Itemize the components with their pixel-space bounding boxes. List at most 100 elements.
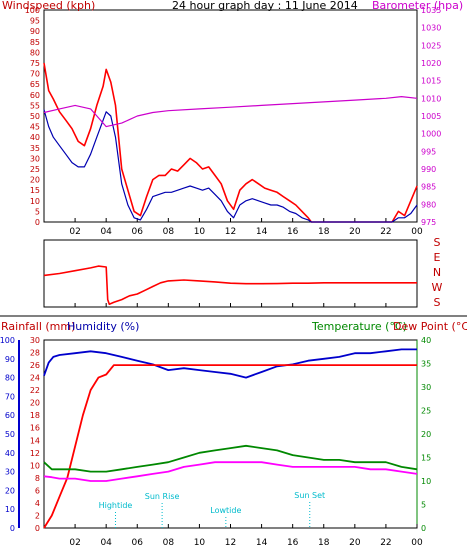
humidity-tick-label: 20: [5, 486, 15, 495]
direction-label: E: [434, 251, 441, 264]
temperature-tick-label: 5: [421, 501, 426, 510]
x-tick-label: 08: [163, 227, 175, 237]
barometer-tick-label: 1005: [421, 112, 441, 121]
temperature-line: [43, 444, 418, 473]
temperature-tick-label: 25: [421, 407, 431, 416]
rainfall-axis-label: Rainfall (mm): [1, 320, 75, 333]
temperature-tick-label: 15: [421, 454, 431, 463]
wind-tick-label: 5: [35, 207, 40, 216]
x-tick-label: 04: [100, 538, 112, 548]
humidity-tick-label: 10: [5, 505, 15, 514]
wind-axis-label: Windspeed (kph): [2, 0, 95, 12]
event-marker-label: Sun Set: [294, 491, 325, 500]
x-tick-label: 18: [318, 227, 330, 237]
event-marker-label: Lowtide: [210, 506, 241, 515]
x-tick-label: 00: [411, 538, 423, 548]
x-tick-label: 16: [287, 227, 299, 237]
dewpoint-axis-label: Dew Point (°C): [393, 320, 467, 333]
x-tick-label: 18: [318, 538, 330, 548]
temperature-axis-label: Temperature (°C): [311, 320, 407, 333]
direction-label: S: [434, 236, 441, 249]
humidity-tick-label: 100: [0, 336, 15, 345]
wind-tick-label: 0: [35, 218, 40, 227]
rainfall-tick-label: 18: [30, 411, 40, 420]
wind-tick-label: 85: [30, 38, 40, 47]
x-tick-label: 22: [380, 227, 391, 237]
rainfall-tick-label: 16: [30, 424, 40, 433]
direction-label: N: [433, 266, 441, 279]
wind-tick-label: 25: [30, 165, 40, 174]
wind-tick-label: 50: [30, 112, 40, 121]
humidity-tick-label: 90: [5, 355, 15, 364]
wind-tick-label: 55: [30, 101, 40, 110]
x-tick-label: 22: [380, 538, 391, 548]
humidity-tick-label: 40: [5, 449, 15, 458]
humidity-tick-label: 70: [5, 392, 15, 401]
x-tick-label: 00: [411, 227, 423, 237]
direction-plot-area: [43, 239, 418, 308]
rainfall-tick-label: 24: [30, 374, 40, 383]
humidity-tick-label: 30: [5, 468, 15, 477]
x-tick-label: 14: [256, 538, 268, 548]
event-marker-label: Hightide: [99, 501, 133, 510]
barometer-tick-label: 1020: [421, 59, 441, 68]
wind-tick-label: 75: [30, 59, 40, 68]
wind-tick-label: 60: [30, 91, 40, 100]
dewpoint-line: [43, 461, 418, 482]
humidity-axis-label: Humidity (%): [67, 320, 139, 333]
wind-tick-label: 40: [30, 133, 40, 142]
rainfall-line: [43, 364, 417, 529]
rainfall-tick-label: 6: [35, 486, 40, 495]
barometer-tick-label: 1015: [421, 77, 441, 86]
rainfall-tick-label: 0: [35, 524, 40, 533]
barometer-tick-label: 1030: [421, 24, 441, 33]
x-tick-label: 10: [194, 227, 206, 237]
wind-tick-label: 80: [30, 48, 40, 57]
temperature-tick-label: 30: [421, 383, 431, 392]
temperature-tick-label: 40: [421, 336, 431, 345]
wind-direction-line: [43, 265, 417, 306]
x-tick-label: 02: [69, 538, 80, 548]
rainfall-tick-label: 14: [30, 436, 40, 445]
rainfall-tick-label: 30: [30, 336, 40, 345]
wind-tick-label: 15: [30, 186, 40, 195]
barometer-tick-label: 990: [421, 165, 436, 174]
direction-label: W: [432, 281, 443, 294]
x-tick-label: 20: [349, 227, 361, 237]
event-marker-label: Sun Rise: [145, 492, 180, 501]
rainfall-tick-label: 4: [35, 499, 40, 508]
temp-plot-area: [43, 339, 418, 529]
wind-tick-label: 90: [30, 27, 40, 36]
rainfall-tick-label: 2: [35, 511, 40, 520]
humidity-line: [43, 348, 417, 379]
wind-tick-label: 20: [30, 176, 40, 185]
x-tick-label: 04: [100, 227, 112, 237]
chart-title: 24 hour graph day : 11 June 2014: [172, 0, 358, 12]
barometer-tick-label: 985: [421, 183, 436, 192]
barometer-tick-label: 980: [421, 200, 436, 209]
barometer-tick-label: 1025: [421, 41, 441, 50]
x-tick-label: 06: [132, 227, 144, 237]
wind-tick-label: 45: [30, 123, 40, 132]
x-tick-label: 02: [69, 227, 80, 237]
x-tick-label: 16: [287, 538, 299, 548]
temperature-tick-label: 20: [421, 430, 431, 439]
x-tick-label: 08: [163, 538, 175, 548]
barometer-tick-label: 1010: [421, 94, 441, 103]
x-tick-label: 12: [225, 227, 236, 237]
wind-tick-label: 10: [30, 197, 40, 206]
barometer-tick-label: 1035: [421, 6, 441, 15]
wind-tick-label: 100: [25, 6, 40, 15]
wind-plot-area: [43, 9, 418, 223]
rainfall-tick-label: 28: [30, 349, 40, 358]
barometer-tick-label: 995: [421, 147, 436, 156]
barometer-tick-label: 1000: [421, 130, 441, 139]
x-tick-label: 12: [225, 538, 236, 548]
rainfall-tick-label: 12: [30, 449, 40, 458]
x-tick-label: 06: [132, 538, 144, 548]
rainfall-tick-label: 20: [30, 399, 40, 408]
direction-label: S: [434, 296, 441, 309]
temperature-tick-label: 0: [421, 524, 426, 533]
barometer-axis-label: Barometer (hpa): [372, 0, 463, 12]
